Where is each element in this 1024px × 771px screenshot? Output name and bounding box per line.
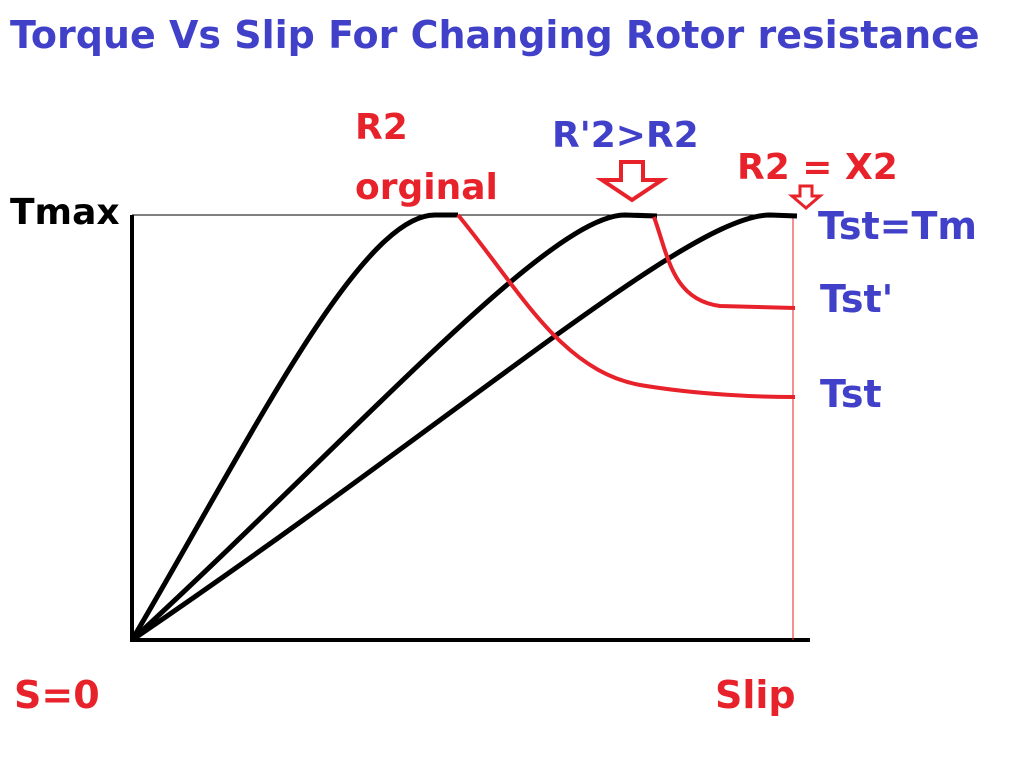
r2-label: R2 [355, 107, 408, 148]
torque-curve-r2-prime [130, 212, 658, 642]
r2-original-label: orginal [355, 167, 498, 208]
tst-label: Tst [820, 372, 882, 416]
down-arrow-icon [595, 160, 669, 203]
torque-curve-r2-equals-x2 [130, 212, 798, 643]
tst-tm-label: Tst=Tm [818, 204, 978, 248]
down-arrow-icon [787, 184, 825, 210]
s-zero-label: S=0 [14, 673, 100, 717]
tmax-label: Tmax [10, 192, 120, 233]
slip-label: Slip [715, 673, 796, 717]
diagram-title: Torque Vs Slip For Changing Rotor resist… [10, 13, 980, 57]
r2-prime-label: R'2>R2 [552, 115, 699, 156]
red-curve-r2-original [456, 213, 796, 399]
tst-prime-label: Tst' [820, 277, 894, 321]
r2-equals-x2-label: R2 = X2 [737, 147, 898, 188]
red-curve-r2-prime [652, 216, 796, 310]
torque-curve-r2-original [129, 212, 458, 642]
